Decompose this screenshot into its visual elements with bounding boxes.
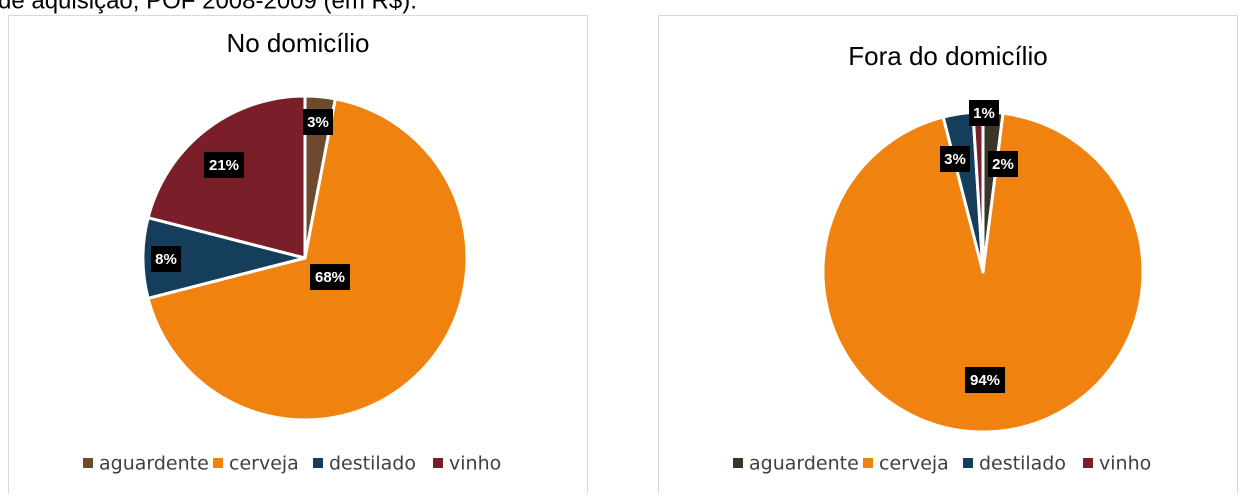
chart-title: No domicílio <box>226 28 369 58</box>
legend-label: destilado <box>979 453 1066 475</box>
legend-swatch <box>83 458 93 468</box>
data-label: 3% <box>307 114 329 131</box>
data-label: 94% <box>970 372 1000 389</box>
legend-label: vinho <box>449 453 501 475</box>
legend-swatch <box>863 458 873 468</box>
legend-label: cerveja <box>229 453 299 475</box>
data-label-box <box>310 264 350 290</box>
data-label-box <box>940 146 970 172</box>
legend-swatch <box>963 458 973 468</box>
legend-swatch <box>313 458 323 468</box>
data-label-box <box>969 100 999 126</box>
legend-label: destilado <box>329 453 416 475</box>
legend-label: vinho <box>1099 453 1151 475</box>
data-label: 8% <box>155 251 177 268</box>
chart-frame <box>8 15 588 499</box>
data-label: 68% <box>315 269 345 286</box>
data-label: 21% <box>209 157 239 174</box>
pie-slice <box>146 97 469 422</box>
legend-label: aguardente <box>99 453 209 475</box>
legend-swatch <box>433 458 443 468</box>
data-label-box <box>151 246 181 272</box>
legend-swatch <box>733 458 743 468</box>
caption: de aquisição, POF 2008-2009 (em R$). <box>0 0 417 14</box>
chart-frame <box>658 15 1238 499</box>
legend-label: aguardente <box>749 453 859 475</box>
data-label: 2% <box>992 156 1014 173</box>
data-label: 3% <box>944 151 966 168</box>
chart-title: Fora do domicílio <box>848 41 1047 71</box>
data-label-box <box>965 367 1005 393</box>
data-label-box <box>303 109 333 135</box>
legend-label: cerveja <box>879 453 949 475</box>
legend-swatch <box>213 458 223 468</box>
data-label-box <box>988 151 1018 177</box>
legend-swatch <box>1083 458 1093 468</box>
data-label: 1% <box>973 105 995 122</box>
data-label-box <box>204 152 244 178</box>
